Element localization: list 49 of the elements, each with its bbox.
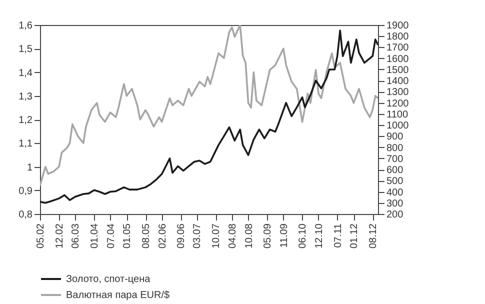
x-tick-label: 01.12 bbox=[349, 223, 360, 249]
y2-tick-label: 1000 bbox=[386, 120, 410, 132]
x-tick-label: 06.03 bbox=[70, 223, 82, 249]
x-tick-label: 06.10 bbox=[298, 223, 309, 249]
y-tick-label: 1,3 bbox=[18, 91, 33, 102]
x-tick-label: 05.09 bbox=[262, 223, 274, 249]
y2-tick-label: 700 bbox=[386, 154, 404, 165]
x-tick-label: 12.02 bbox=[54, 223, 66, 249]
y-tick-label: 1 bbox=[26, 162, 33, 174]
y-tick-label: 1,2 bbox=[18, 115, 33, 126]
y-tick-label: 1,1 bbox=[18, 138, 33, 150]
y2-tick-label: 200 bbox=[386, 210, 404, 220]
y2-tick-label: 1800 bbox=[386, 32, 410, 43]
legend-label: Валютная пара EUR/$ bbox=[66, 290, 170, 301]
y2-tick-label: 1700 bbox=[386, 42, 410, 54]
x-tick-label: 12.10 bbox=[314, 223, 325, 249]
y2-tick-label: 1100 bbox=[386, 109, 408, 120]
x-tick-label: 04.08 bbox=[228, 223, 238, 249]
y2-tick-label: 800 bbox=[386, 142, 404, 154]
x-tick-label: 08.05 bbox=[141, 223, 152, 249]
y-tick-label: 0,8 bbox=[18, 210, 33, 220]
y2-tick-label: 600 bbox=[386, 165, 404, 176]
x-tick-label: 07.11 bbox=[332, 223, 344, 248]
legend-label: Золото, спот-цена bbox=[66, 274, 151, 285]
x-tick-label: 05.02 bbox=[36, 223, 46, 249]
x-tick-label: 02.06 bbox=[157, 223, 168, 249]
x-tick-label: 09.06 bbox=[176, 223, 188, 249]
y2-tick-label: 1200 bbox=[386, 98, 410, 110]
x-tick-label: 07.04 bbox=[106, 223, 117, 249]
y2-tick-label: 900 bbox=[386, 132, 404, 143]
y-tick-label: 1,6 bbox=[18, 20, 33, 32]
y2-tick-label: 500 bbox=[386, 176, 404, 188]
y-tick-label: 0,9 bbox=[18, 186, 33, 197]
y-tick-label: 1,5 bbox=[18, 44, 33, 56]
y2-tick-label: 400 bbox=[386, 187, 404, 198]
x-tick-label: 11.09 bbox=[278, 223, 290, 248]
x-tick-label: 08.12 bbox=[368, 223, 380, 249]
x-tick-label: 10.07 bbox=[211, 223, 222, 249]
x-tick-label: 01.05 bbox=[122, 223, 134, 249]
y2-tick-label: 1600 bbox=[386, 54, 410, 65]
x-tick-label: 10.08 bbox=[244, 223, 255, 249]
y2-tick-label: 300 bbox=[386, 198, 404, 210]
x-tick-label: 03.07 bbox=[192, 223, 204, 249]
y2-tick-label: 1400 bbox=[386, 76, 410, 88]
y2-tick-label: 1300 bbox=[386, 87, 410, 98]
y-tick-label: 1,4 bbox=[18, 68, 33, 79]
x-tick-label: 01.04 bbox=[90, 223, 101, 249]
y2-tick-label: 1900 bbox=[386, 20, 410, 32]
y2-tick-label: 1500 bbox=[386, 64, 410, 76]
